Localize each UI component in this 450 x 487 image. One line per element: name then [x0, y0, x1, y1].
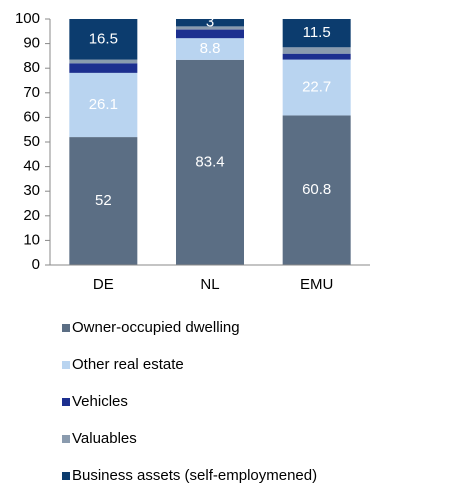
data-label: 3: [206, 14, 214, 31]
bar-segment: [176, 38, 244, 60]
x-tick-label: NL: [200, 276, 219, 293]
data-label: 22.7: [302, 78, 331, 95]
legend-swatch: [62, 472, 70, 480]
y-tick-label: 20: [23, 207, 40, 224]
legend-label: Vehicles: [72, 393, 128, 410]
bar-segment: [69, 72, 138, 138]
y-tick-label: 0: [32, 256, 40, 273]
data-label: 16.5: [89, 30, 118, 47]
bar-segment: [282, 59, 351, 116]
data-label: 52: [95, 192, 112, 209]
y-tick-label: 100: [15, 10, 40, 27]
legend-swatch: [62, 361, 70, 369]
data-label: 11.5: [303, 24, 331, 41]
data-label: 60.8: [302, 181, 331, 198]
bar-segment: [176, 19, 244, 27]
legend-label: Other real estate: [72, 356, 184, 373]
data-label: 8.8: [200, 40, 221, 57]
bar-segment: [282, 47, 351, 54]
legend-swatch: [62, 435, 70, 443]
bar-segment: [282, 53, 351, 60]
data-label: 83.4: [195, 153, 224, 170]
legend-swatch: [62, 324, 70, 332]
legend-label: Business assets (self-employmened): [72, 467, 317, 484]
legend-label: Owner-occupied dwelling: [72, 319, 240, 336]
y-tick-label: 10: [23, 231, 40, 248]
bar-segment: [69, 137, 138, 265]
y-tick-label: 50: [23, 133, 40, 150]
bar-segment: [69, 19, 138, 60]
legend-swatch: [62, 398, 70, 406]
x-tick-label: EMU: [300, 276, 333, 293]
bar-segment: [176, 29, 244, 39]
y-tick-label: 40: [23, 158, 40, 175]
x-tick-label: DE: [93, 276, 114, 293]
bar-segment: [69, 59, 138, 64]
y-tick-label: 30: [23, 182, 40, 199]
bar-segment: [282, 19, 351, 48]
y-tick-label: 90: [23, 35, 40, 52]
bar-segment: [176, 26, 244, 30]
bar-segment: [69, 63, 138, 73]
bar-segment: [282, 115, 351, 265]
y-tick-label: 80: [23, 59, 40, 76]
data-label: 26.1: [89, 96, 118, 113]
bar-segment: [176, 59, 244, 265]
y-tick-label: 60: [23, 108, 40, 125]
legend-label: Valuables: [72, 430, 137, 447]
y-tick-label: 70: [23, 84, 40, 101]
